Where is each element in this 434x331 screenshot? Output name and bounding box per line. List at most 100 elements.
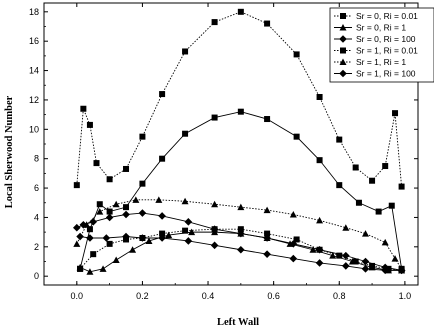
legend: Sr = 0, Ri = 0.01 Sr = 0, Ri = 1Sr = 0, R… [329,7,434,83]
series-1-point-7 [188,228,196,236]
y-tick-label-5: 10 [29,124,39,134]
series-4-point-5 [155,196,163,203]
series-2-point-10 [289,254,298,263]
series-6-point-11 [293,133,300,140]
legend-label-5: Sr = 1, Ri = 100 [356,69,416,79]
series-5-point-10 [263,234,271,242]
series-3-point-4 [106,176,113,183]
series-4-point-10 [289,211,297,218]
series-5-point-0 [73,223,81,232]
series-1-point-12 [309,246,317,253]
series-4-point-8 [237,203,245,211]
legend-marker-4 [339,58,347,65]
series-3-point-18 [392,110,399,117]
series-4-point-7 [211,200,219,208]
series-6-point-7 [182,130,189,137]
legend-label-0: Sr = 0, Ri = 0.01 [356,11,418,21]
series-4-point-13 [362,230,370,237]
y-tick-label-3: 6 [34,183,39,193]
legend-box [329,7,434,83]
series-3-point-16 [369,177,376,184]
series-4-point-3 [112,200,120,208]
legend-marker-0 [340,13,346,19]
legend-label-1: Sr = 0, Ri = 1 [356,23,406,33]
y-axis-title: Local Sherwood Number [4,95,15,208]
series-1-point-14 [348,258,356,265]
series-5-point-8 [210,225,219,233]
series-4-point-4 [132,196,140,203]
series-4-point-14 [381,238,389,246]
series-6-point-13 [336,182,343,189]
x-tick-label-0: 0.0 [71,291,84,301]
x-tick-label-3: 0.6 [267,291,280,301]
series-2-point-12 [342,262,350,270]
series-3-point-7 [159,91,166,98]
legend-marker-1 [339,24,347,31]
series-4-point-9 [263,206,271,214]
series-0-point-8 [237,226,244,233]
y-tick-label-1: 2 [34,242,39,252]
series-5-point-14 [361,257,370,266]
series-6-point-10 [264,116,271,123]
series-3-point-6 [139,133,146,140]
series-3-point-3 [93,160,100,167]
series-6-point-9 [237,108,244,115]
series-2-point-8 [237,245,245,254]
series-3-point-12 [293,51,300,58]
series-3 [73,8,405,190]
series-1-point-2 [99,265,107,272]
series-3-point-14 [336,136,343,143]
series-4-point-12 [342,224,350,231]
legend-label-4: Sr = 1, Ri = 1 [356,57,406,67]
series-2-point-11 [315,259,324,267]
series-4-point-2 [96,208,104,215]
series-5-point-12 [315,245,324,254]
y-tick-label-0: 0 [34,271,39,281]
series-1-point-13 [329,252,337,259]
series-6-point-17 [398,265,405,272]
series-2-point-13 [361,265,370,273]
legend-label-2: Sr = 0, Ri = 100 [356,34,416,44]
series-6-point-16 [388,202,395,209]
series-6-point-8 [211,114,218,121]
series-5-point-6 [158,212,166,220]
series-2-point-7 [210,241,219,250]
x-tick-label-5: 1.0 [399,291,412,301]
series-1-point-6 [165,231,173,239]
series-3-point-9 [211,19,218,26]
series-0-point-2 [106,240,113,247]
series-0-point-12 [336,252,343,259]
series-6-point-5 [139,180,146,187]
series-5-point-15 [381,263,389,272]
series-1-point-3 [112,256,120,264]
x-tick-label-1: 0.2 [136,291,149,301]
series-0-point-10 [293,236,300,243]
series-3-point-5 [123,165,130,172]
legend-label-3: Sr = 1, Ri = 0.01 [356,46,418,56]
series-5-point-9 [237,229,245,238]
series-3-point-13 [316,94,323,100]
series-3-point-19 [398,183,405,190]
series-0-point-13 [352,258,359,265]
series-3-point-8 [182,48,189,55]
legend-marker-3 [340,47,346,54]
series-2-point-5 [158,234,166,242]
series-3-point-15 [352,164,359,171]
y-tick-label-9: 18 [29,7,39,17]
series-5-point-3 [105,213,114,222]
series-0-point-5 [159,230,166,237]
series-5-point-11 [289,240,298,248]
series-2-point-2 [102,234,111,242]
series-4-point-15 [391,255,399,262]
series-layer [73,8,406,275]
series-6-point-2 [96,201,103,208]
series-5-point-1 [79,220,88,229]
series-3-point-2 [86,121,93,128]
series-5-point-13 [342,251,350,260]
series-line-2 [80,236,402,271]
series-line-6 [79,111,403,269]
series-6-point-6 [159,155,166,162]
series-4-point-0 [73,240,81,247]
